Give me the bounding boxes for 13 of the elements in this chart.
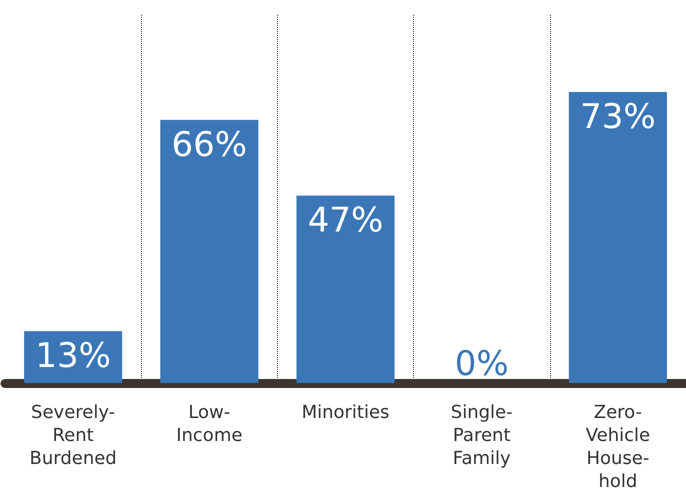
x-tick-label: Single- Parent Family — [450, 402, 513, 469]
data-label: 73% — [580, 97, 656, 137]
data-label: 66% — [172, 124, 248, 165]
bar — [568, 92, 667, 383]
data-label: 0% — [454, 344, 509, 384]
data-label: 13% — [35, 336, 111, 376]
bar — [160, 120, 258, 383]
bar — [296, 196, 395, 383]
x-tick-label: Severely- Rent Burdened — [29, 402, 117, 469]
x-tick-label: Zero- Vehicle House- hold — [586, 402, 650, 492]
x-tick-label: Low- Income — [176, 402, 242, 446]
x-tick-label: Minorities — [302, 402, 390, 423]
data-label: 47% — [308, 200, 384, 241]
